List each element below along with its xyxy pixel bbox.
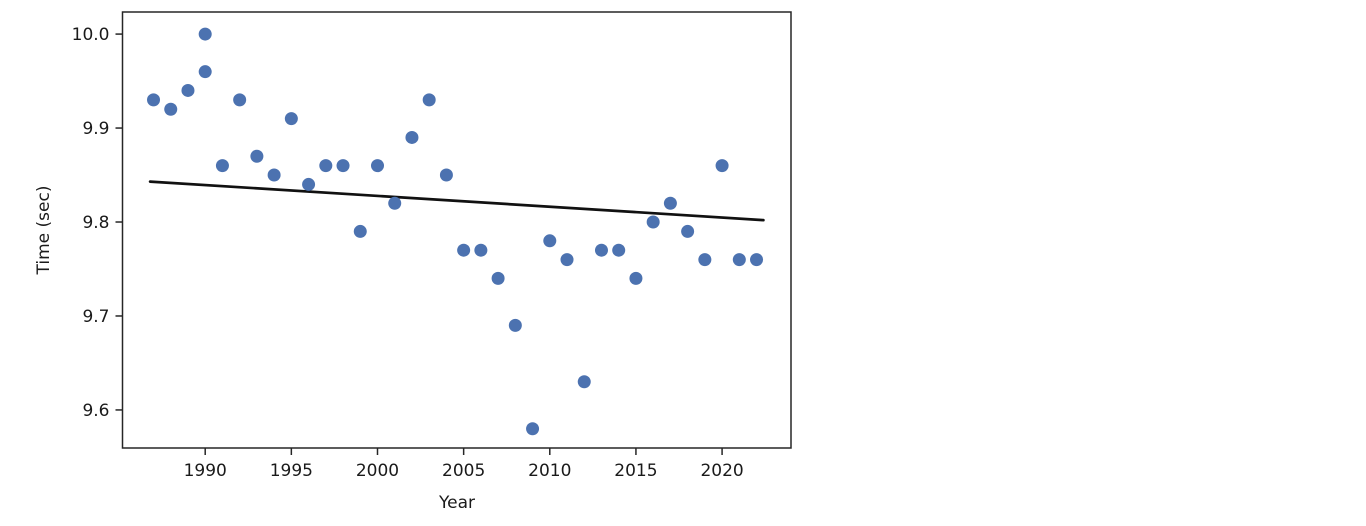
data-point: [508, 318, 522, 332]
scatter-points: [147, 27, 764, 436]
y-axis-label: Time (sec): [34, 186, 54, 276]
data-point: [302, 177, 316, 191]
data-point: [732, 253, 746, 267]
data-point: [715, 159, 729, 173]
data-point: [284, 112, 298, 126]
data-point: [594, 243, 608, 257]
data-point: [577, 375, 591, 389]
data-point: [353, 224, 367, 238]
data-point: [198, 65, 212, 79]
data-point: [681, 224, 695, 238]
data-point: [474, 243, 488, 257]
data-point: [750, 253, 764, 267]
data-point: [181, 83, 195, 97]
y-tick-label: 9.7: [82, 307, 109, 327]
x-tick-label: 2010: [528, 461, 571, 481]
trend-line: [148, 180, 765, 222]
data-point: [543, 234, 557, 248]
x-tick-label: 2000: [356, 461, 399, 481]
x-tick-label: 2005: [442, 461, 485, 481]
data-point: [233, 93, 247, 107]
data-point: [336, 159, 350, 173]
y-tick-label: 9.9: [82, 119, 109, 139]
data-point: [526, 422, 540, 436]
y-axis-ticks: 10.0 9.9 9.8 9.7 9.6: [72, 25, 123, 421]
data-point: [422, 93, 436, 107]
y-tick-label: 10.0: [72, 25, 110, 45]
data-point: [250, 149, 264, 163]
data-point: [405, 130, 419, 144]
x-tick-label: 2020: [700, 461, 743, 481]
data-point: [612, 243, 626, 257]
plot-border: [121, 11, 792, 449]
x-axis-ticks: 1990 1995 2000 2005 2010 2015 2020: [184, 448, 744, 481]
data-point: [491, 271, 505, 285]
data-point: [267, 168, 281, 182]
data-point: [663, 196, 677, 210]
data-point: [319, 159, 333, 173]
data-point: [370, 159, 384, 173]
data-point: [698, 253, 712, 267]
data-point: [560, 253, 574, 267]
data-point: [388, 196, 402, 210]
data-point: [629, 271, 643, 285]
data-point: [457, 243, 471, 257]
data-point: [439, 168, 453, 182]
x-tick-label: 1990: [184, 461, 227, 481]
plot-frame: [121, 11, 792, 449]
data-point: [215, 159, 229, 173]
x-tick-label: 1995: [270, 461, 313, 481]
y-tick-label: 9.6: [82, 401, 109, 421]
x-axis-label: Year: [438, 493, 475, 513]
data-point: [646, 215, 660, 229]
y-tick-label: 9.8: [82, 213, 109, 233]
data-point: [198, 27, 212, 41]
data-point: [164, 102, 178, 116]
data-point: [147, 93, 161, 107]
x-tick-label: 2015: [614, 461, 657, 481]
